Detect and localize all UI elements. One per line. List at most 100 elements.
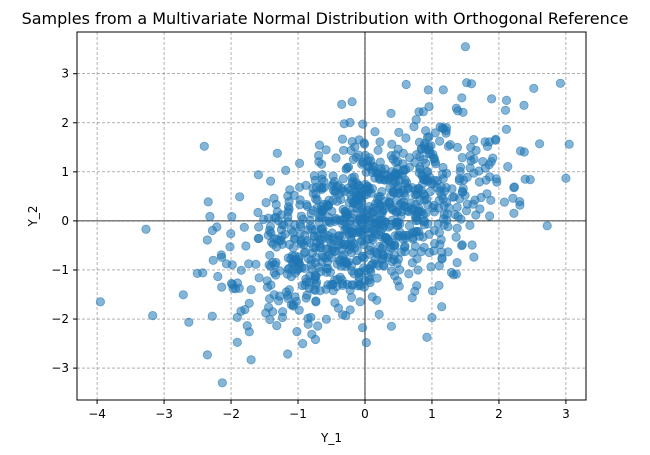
data-point <box>379 204 389 215</box>
data-point <box>448 192 458 202</box>
data-point <box>263 302 274 312</box>
data-point <box>202 235 212 245</box>
data-point <box>296 239 306 249</box>
data-point <box>236 265 246 275</box>
data-point <box>261 198 271 208</box>
data-point <box>227 212 237 222</box>
data-point <box>434 280 444 291</box>
data-point <box>271 270 281 280</box>
data-point <box>561 173 571 183</box>
data-point <box>457 241 467 251</box>
data-point <box>416 144 426 154</box>
data-point <box>400 175 410 185</box>
data-point <box>488 153 498 163</box>
data-point <box>427 312 437 323</box>
data-point <box>227 260 237 270</box>
data-point <box>314 140 325 150</box>
data-point <box>401 79 411 90</box>
data-point <box>340 225 350 235</box>
data-point <box>348 239 359 249</box>
data-point <box>338 280 348 290</box>
data-point <box>519 100 529 111</box>
data-point <box>284 285 294 295</box>
data-point <box>305 238 315 248</box>
data-point <box>207 311 217 321</box>
data-point <box>438 85 448 95</box>
data-point <box>437 253 447 263</box>
data-point <box>337 134 348 144</box>
data-point <box>269 193 279 203</box>
data-point <box>372 295 382 305</box>
data-point <box>266 280 276 290</box>
data-point <box>330 298 340 308</box>
data-point <box>329 275 340 285</box>
data-point <box>288 227 298 238</box>
data-point <box>306 260 316 270</box>
data-point <box>265 176 276 186</box>
data-point <box>417 170 428 181</box>
data-point <box>355 213 365 223</box>
data-point <box>375 137 385 147</box>
data-point <box>478 157 488 167</box>
data-point <box>485 172 495 182</box>
data-point <box>394 188 404 198</box>
data-point <box>452 223 462 233</box>
data-point <box>310 334 321 345</box>
data-point <box>268 239 278 249</box>
data-point <box>288 300 298 310</box>
data-point <box>332 215 342 225</box>
plot-frame <box>76 31 587 401</box>
data-point <box>203 197 213 207</box>
data-point <box>283 349 293 359</box>
data-point <box>475 204 485 214</box>
data-point <box>192 268 202 278</box>
data-point <box>305 221 316 231</box>
y-tick-label: −1 <box>51 263 69 277</box>
data-point <box>411 199 421 209</box>
data-point <box>327 206 337 216</box>
data-point <box>184 317 194 327</box>
data-point <box>331 246 341 256</box>
data-point <box>353 181 363 191</box>
data-point <box>413 215 423 225</box>
data-point <box>265 314 275 325</box>
data-point <box>437 169 448 179</box>
data-point <box>386 108 396 119</box>
data-point <box>337 310 348 320</box>
data-point <box>460 42 470 52</box>
data-point <box>370 199 381 209</box>
y-tick-label: −2 <box>51 312 69 326</box>
data-point <box>178 290 188 300</box>
data-point <box>300 247 311 257</box>
data-point <box>308 206 318 216</box>
data-point <box>465 220 475 230</box>
data-point <box>359 253 369 263</box>
x-tick-label: −1 <box>289 407 307 421</box>
data-point <box>386 266 397 276</box>
data-point <box>501 124 511 134</box>
data-point <box>318 252 329 262</box>
data-point <box>253 233 263 244</box>
data-point <box>289 190 299 200</box>
data-point <box>370 127 380 137</box>
data-point <box>515 200 525 210</box>
data-point <box>456 214 466 224</box>
data-point <box>217 378 227 388</box>
data-point <box>404 153 415 163</box>
data-point <box>309 231 320 241</box>
data-point <box>254 222 264 232</box>
data-point <box>501 95 512 106</box>
data-point <box>357 323 368 333</box>
data-point <box>452 202 462 212</box>
data-point <box>423 219 433 229</box>
data-point <box>311 189 321 199</box>
data-point <box>361 235 372 245</box>
data-point <box>394 127 404 137</box>
y-axis-label: Y_2 <box>26 206 40 228</box>
data-point <box>351 152 361 162</box>
data-point <box>407 293 417 303</box>
data-point <box>331 153 341 163</box>
data-point <box>361 190 371 200</box>
data-point <box>290 292 300 302</box>
